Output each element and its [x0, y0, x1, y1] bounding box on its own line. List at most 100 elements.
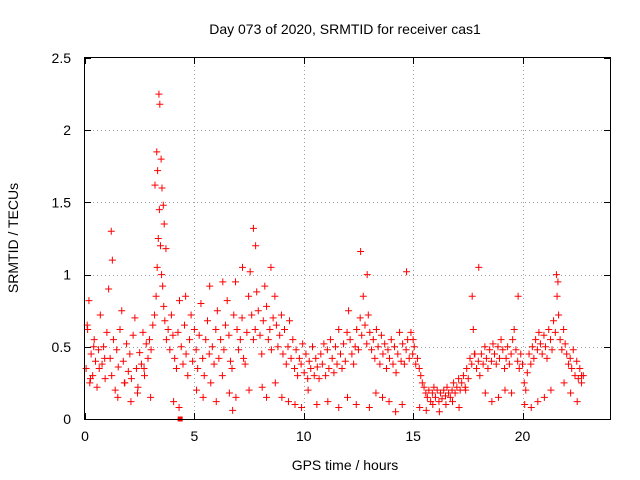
data-point [475, 263, 483, 271]
data-point [197, 299, 205, 307]
data-point [284, 398, 292, 406]
data-point [134, 389, 141, 397]
data-point [147, 346, 155, 354]
data-point [159, 201, 167, 209]
data-point [385, 398, 393, 406]
data-point [304, 375, 312, 383]
data-point [248, 311, 256, 319]
data-point [463, 364, 471, 372]
data-point [85, 297, 93, 305]
data-point [443, 383, 451, 391]
data-point [278, 393, 286, 401]
data-point [119, 357, 127, 365]
data-point [548, 346, 556, 354]
data-point [295, 354, 303, 362]
data-point [560, 325, 568, 333]
data-point [376, 360, 384, 368]
data-point [555, 311, 563, 319]
data-point [164, 325, 172, 333]
y-tick-label: 2 [63, 122, 71, 138]
data-point [469, 325, 477, 333]
data-point [123, 340, 131, 348]
data-point [292, 346, 300, 354]
data-point [372, 389, 380, 397]
data-point [286, 317, 294, 325]
data-point [212, 398, 220, 406]
data-point [289, 336, 297, 344]
data-point [246, 268, 254, 276]
data-point [530, 354, 538, 362]
data-point [86, 379, 94, 387]
data-point [402, 346, 410, 354]
data-point [139, 328, 147, 336]
data-point [429, 401, 437, 409]
data-point [109, 336, 117, 344]
data-point [391, 343, 399, 351]
data-point [335, 403, 343, 411]
data-point [142, 340, 150, 348]
data-point [160, 220, 168, 228]
data-point [466, 354, 474, 362]
data-point [487, 357, 495, 365]
data-point [556, 336, 564, 344]
data-point [313, 363, 321, 371]
data-point [543, 354, 551, 362]
data-point [569, 346, 577, 354]
data-point [136, 349, 144, 357]
data-point [108, 256, 116, 264]
x-axis-label: GPS time / hours [292, 457, 399, 473]
data-point [124, 367, 132, 375]
data-point [345, 307, 353, 315]
data-point [155, 206, 163, 214]
data-point [169, 331, 177, 339]
data-point [156, 100, 164, 108]
data-point [515, 364, 523, 372]
data-point [326, 336, 334, 344]
data-point [340, 340, 348, 348]
data-point [144, 354, 152, 362]
data-point [464, 375, 472, 383]
data-point [496, 354, 504, 362]
data-point [291, 401, 299, 409]
data-point [155, 90, 163, 98]
data-point [352, 401, 360, 409]
data-point [202, 336, 210, 344]
data-point [558, 346, 566, 354]
data-point [514, 357, 522, 365]
data-point [182, 292, 190, 300]
data-point [309, 343, 316, 351]
data-point [449, 398, 456, 406]
data-point [394, 350, 402, 358]
data-point [140, 364, 148, 372]
data-point [501, 364, 509, 372]
data-point [322, 372, 330, 380]
data-point [522, 386, 530, 394]
data-point [127, 398, 135, 406]
data-point [397, 357, 405, 365]
data-point [239, 263, 246, 271]
data-point [215, 354, 223, 362]
data-point [179, 360, 187, 368]
data-point [364, 311, 372, 319]
data-point [199, 393, 207, 401]
data-point [468, 292, 476, 300]
data-point [440, 386, 448, 394]
data-point [545, 325, 553, 333]
data-point [418, 379, 426, 387]
data-point [436, 389, 444, 397]
data-point [281, 325, 288, 333]
y-tick-label: 1.5 [52, 194, 72, 210]
data-point [425, 386, 433, 394]
data-point [379, 393, 386, 401]
data-point [398, 401, 406, 409]
data-point [264, 336, 272, 344]
data-point [166, 346, 174, 354]
data-point [87, 350, 95, 358]
data-point [508, 389, 516, 397]
data-point [442, 401, 450, 409]
data-point [405, 354, 413, 362]
data-point [534, 398, 542, 406]
data-point [369, 336, 377, 344]
data-point [527, 360, 535, 368]
data-point [181, 321, 189, 329]
